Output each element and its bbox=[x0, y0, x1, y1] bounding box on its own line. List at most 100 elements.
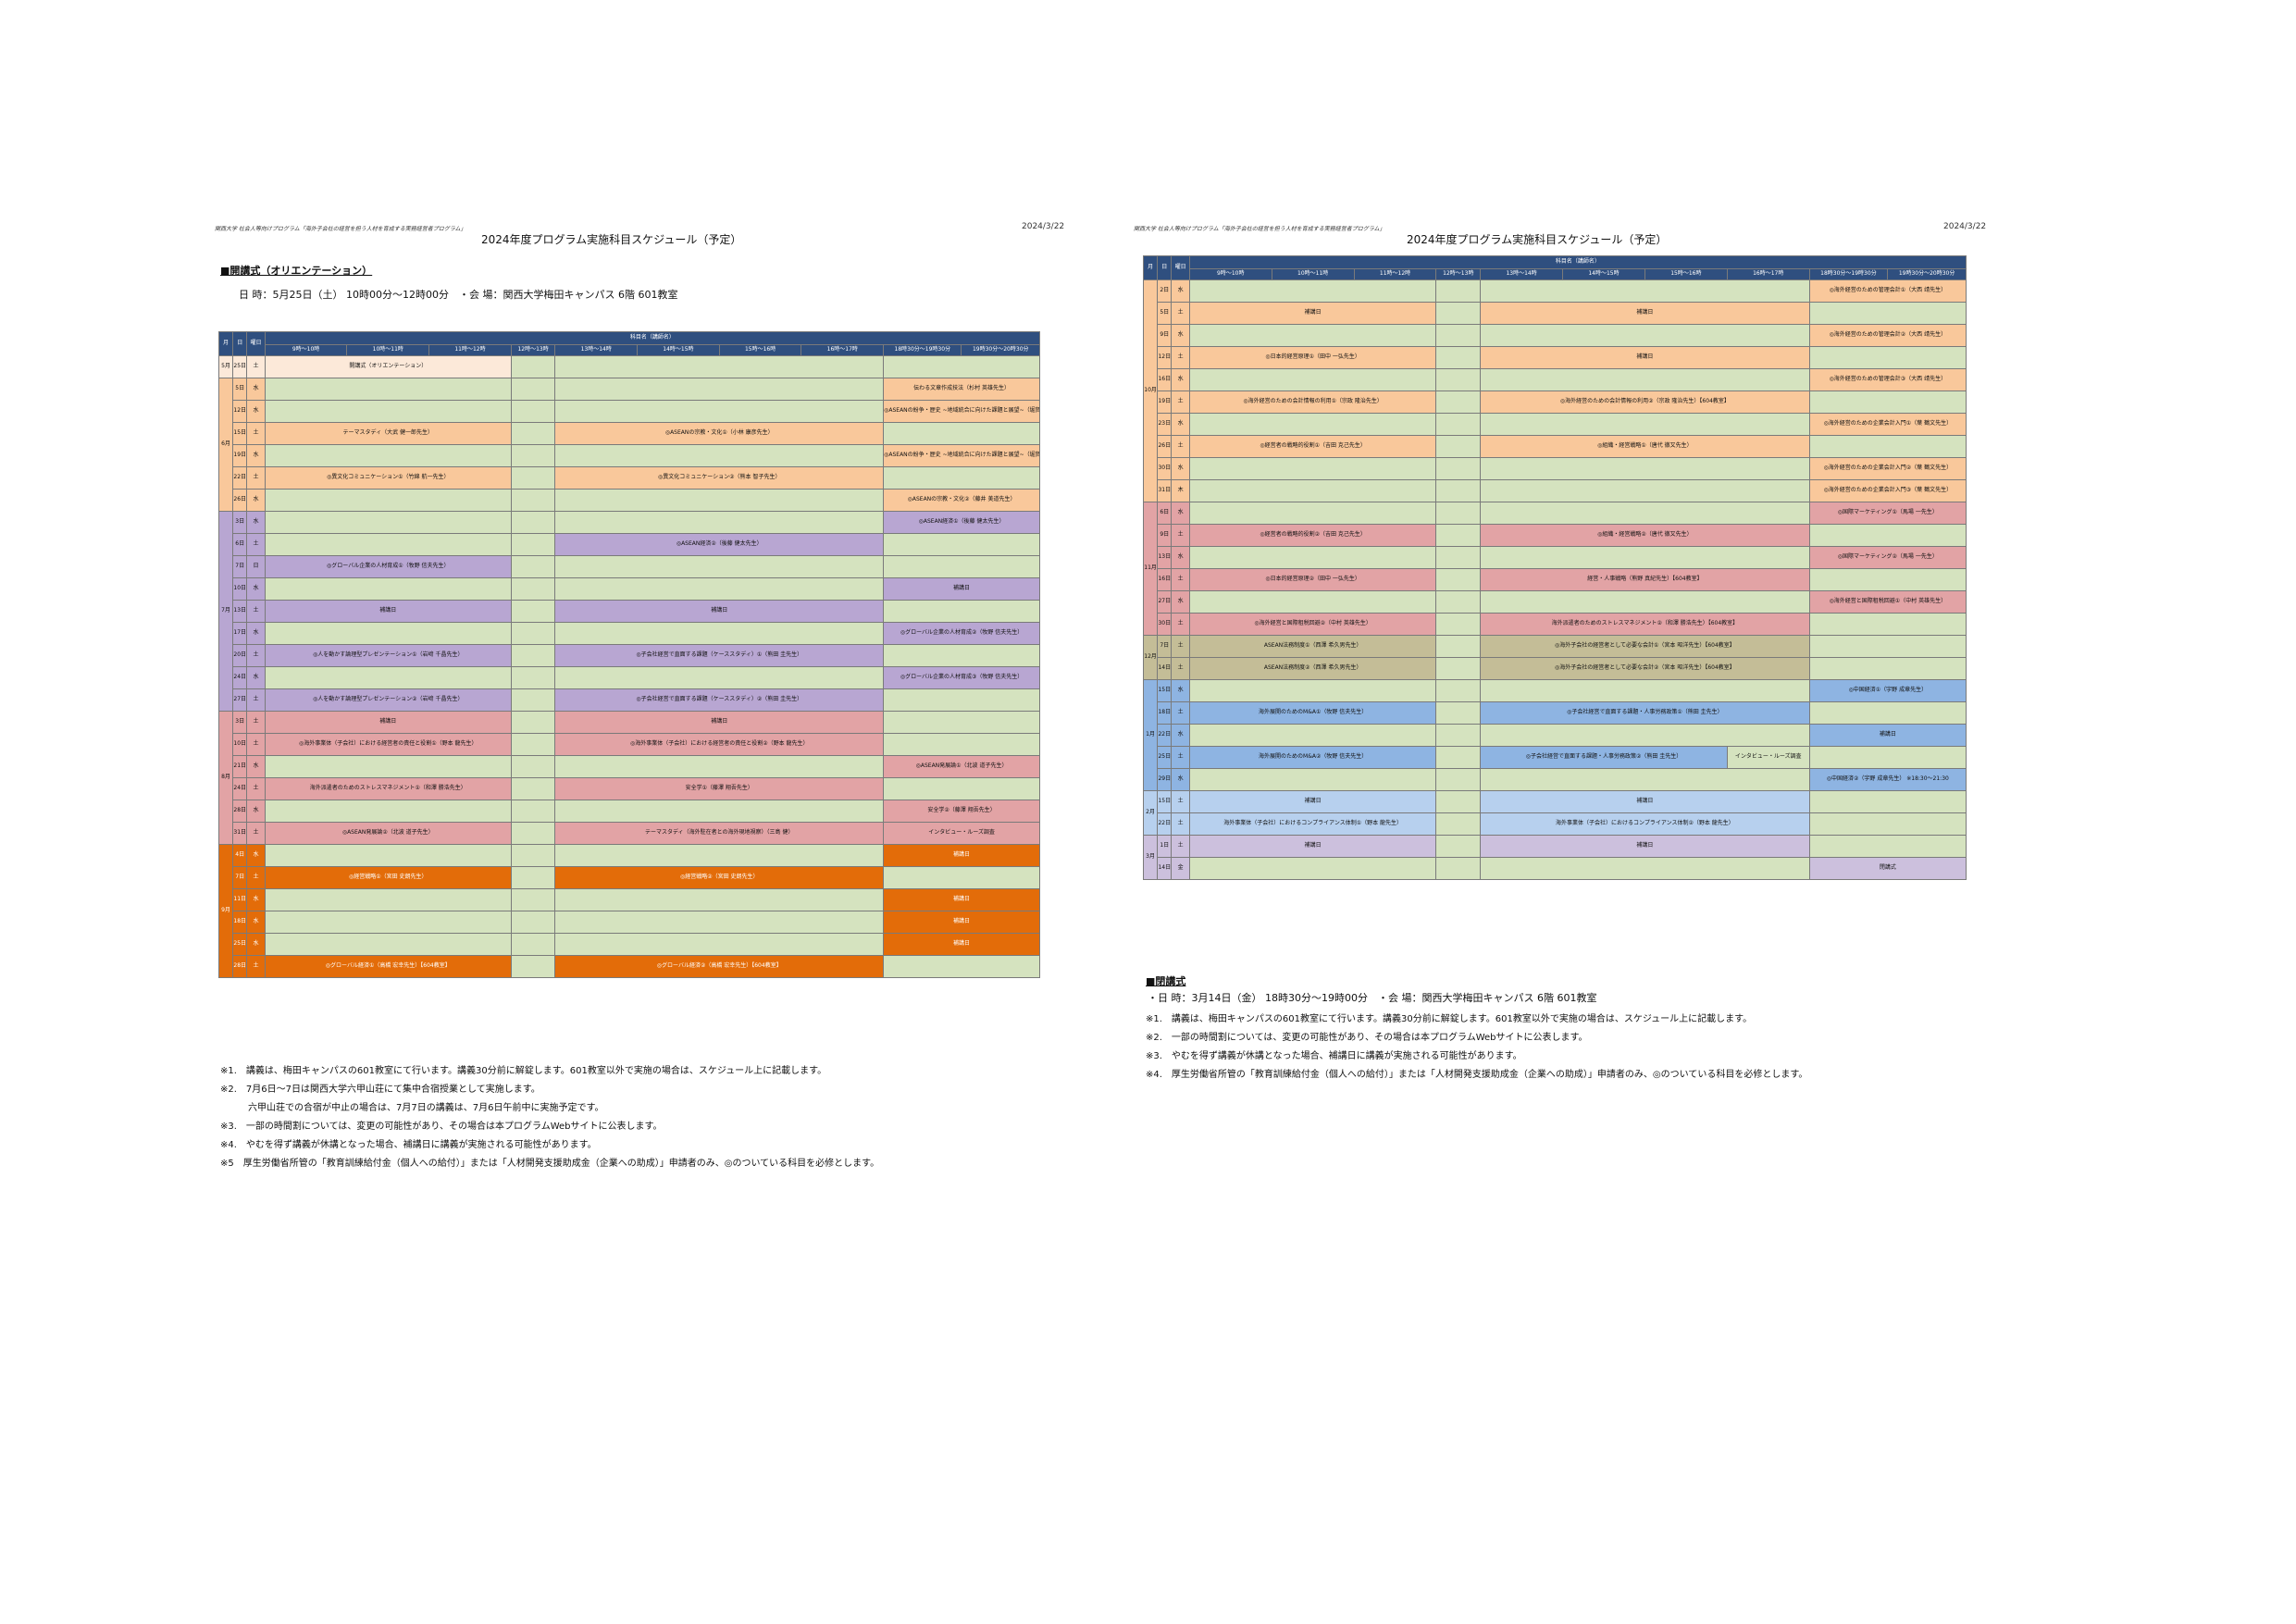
afternoon-session bbox=[1480, 479, 1810, 502]
col-subject: 科目名（講師名） bbox=[1188, 255, 1967, 269]
day-cell: 13日 bbox=[232, 600, 248, 623]
lunch-break bbox=[510, 711, 556, 734]
afternoon-session: ◎グローバル経済②（高橋 宏幸先生）【604教室】 bbox=[554, 955, 885, 978]
dow-cell: 土 bbox=[246, 533, 266, 556]
afternoon-session bbox=[554, 444, 885, 467]
day-cell: 7日 bbox=[232, 866, 248, 889]
day-cell: 20日 bbox=[232, 644, 248, 667]
dow-cell: 水 bbox=[1171, 724, 1190, 747]
day-cell: 23日 bbox=[1157, 413, 1173, 436]
day-cell: 10日 bbox=[232, 577, 248, 601]
afternoon-session: ◎ASEAN経済②（後藤 健太先生） bbox=[554, 533, 885, 556]
dow-cell: 土 bbox=[246, 644, 266, 667]
table-row: 31日木 ◎海外経営のための企業会計入門③（葉 鶴文先生） bbox=[1144, 479, 1967, 502]
evening-session bbox=[883, 533, 1040, 556]
dow-cell: 土 bbox=[246, 733, 266, 756]
dow-cell: 土 bbox=[246, 822, 266, 845]
lunch-break bbox=[1435, 835, 1482, 858]
day-cell: 11日 bbox=[232, 888, 248, 911]
dow-cell: 土 bbox=[246, 600, 266, 623]
dow-cell: 水 bbox=[1171, 590, 1190, 614]
dow-cell: 土 bbox=[1171, 524, 1190, 547]
lunch-break bbox=[510, 466, 556, 490]
day-cell: 18日 bbox=[1157, 701, 1173, 725]
day-cell: 6日 bbox=[1157, 502, 1173, 525]
month-cell: 7月 bbox=[217, 511, 234, 712]
table-row: 14日金 閉講式 bbox=[1144, 857, 1967, 880]
morning-session: 補講日 bbox=[1188, 302, 1437, 325]
day-cell: 28日 bbox=[232, 955, 248, 978]
lunch-break bbox=[1435, 724, 1482, 747]
afternoon-session bbox=[1480, 724, 1810, 747]
slot-header: 13時～14時 bbox=[1480, 268, 1564, 280]
morning-session bbox=[264, 400, 512, 423]
lunch-break bbox=[510, 533, 556, 556]
dow-cell: 土 bbox=[1171, 568, 1190, 591]
day-cell: 6日 bbox=[232, 533, 248, 556]
opening-heading: ■開講式（オリエンテーション） bbox=[220, 265, 373, 277]
evening-session: ◎ASEAN発展論①（北波 道子先生） bbox=[883, 755, 1040, 778]
evening-session bbox=[1808, 701, 1967, 725]
day-cell: 27日 bbox=[232, 688, 248, 712]
evening-session: ◎ASEANの宗教・文化②（藤井 美道先生） bbox=[883, 489, 1040, 512]
slot-header: 14時～15時 bbox=[637, 344, 720, 356]
lunch-break bbox=[510, 422, 556, 445]
evening-session: ◎海外経営のための企業会計入門①（葉 鶴文先生） bbox=[1808, 413, 1967, 436]
table-row: 13日土補講日 補講日 bbox=[219, 600, 1040, 623]
table-row: 15日土テーマスタディ（大武 健一郎先生） ◎ASEANの宗教・文化①（小林 康彦… bbox=[219, 422, 1040, 445]
slot-header: 11時～12時 bbox=[1353, 268, 1437, 280]
dow-cell: 水 bbox=[246, 400, 266, 423]
lunch-break bbox=[1435, 413, 1482, 436]
morning-session: ◎海外事業体（子会社）における経営者の責任と役割①（野本 龍先生） bbox=[264, 733, 512, 756]
dow-cell: 土 bbox=[246, 355, 266, 378]
dow-cell: 日 bbox=[246, 555, 266, 578]
lunch-break bbox=[510, 733, 556, 756]
lunch-break bbox=[1435, 790, 1482, 813]
evening-session bbox=[1808, 524, 1967, 547]
morning-session: 海外事業体（子会社）におけるコンプライアンス体制①（野本 龍先生） bbox=[1188, 812, 1437, 836]
lunch-break bbox=[1435, 590, 1482, 614]
lunch-break bbox=[510, 444, 556, 467]
evening-session bbox=[1808, 812, 1967, 836]
lunch-break bbox=[1435, 302, 1482, 325]
afternoon-session bbox=[554, 622, 885, 645]
morning-session: ◎経営戦略①（宮田 史朗先生） bbox=[264, 866, 512, 889]
note-line: ※5 厚生労働省所管の「教育訓練給付金（個人への給付）」または「人材開発支援助成… bbox=[220, 1159, 880, 1169]
table-row: 19日土 ◎海外経営のための会計情報の利用①（宗政 隆治先生） ◎海外経営のための会… bbox=[1144, 391, 1967, 414]
dow-cell: 水 bbox=[1171, 457, 1190, 480]
evening-session: 閉講式 bbox=[1808, 857, 1967, 880]
day-cell: 15日 bbox=[1157, 790, 1173, 813]
month-cell: 11月 bbox=[1142, 502, 1159, 636]
month-cell: 5月 bbox=[217, 355, 234, 378]
lunch-break bbox=[510, 822, 556, 845]
evening-session: ◎海外経営のための企業会計入門③（葉 鶴文先生） bbox=[1808, 479, 1967, 502]
notes-right: ※1. 講義は、梅田キャンパスの601教室にて行います。講義30分前に解錠します… bbox=[1146, 1010, 1807, 1085]
month-cell: 1月 bbox=[1142, 679, 1159, 791]
dow-cell: 土 bbox=[246, 955, 266, 978]
dow-cell: 土 bbox=[246, 422, 266, 445]
evening-session bbox=[883, 688, 1040, 712]
table-row: 27日土 ◎人を動かす論理型プレゼンテーション②（岩﨑 千晶先生） ◎子会社経営で直… bbox=[219, 688, 1040, 712]
day-cell: 29日 bbox=[1157, 768, 1173, 791]
day-cell: 4日 bbox=[232, 844, 248, 867]
dow-cell: 水 bbox=[246, 577, 266, 601]
evening-session: 補講日 bbox=[1808, 724, 1967, 747]
evening-session bbox=[883, 355, 1040, 378]
schedule-title: 2024年度プログラム実施科目スケジュール（予定） bbox=[481, 233, 742, 246]
day-cell: 15日 bbox=[1157, 679, 1173, 702]
dow-cell: 水 bbox=[246, 511, 266, 534]
dow-cell: 水 bbox=[1171, 279, 1190, 303]
morning-session bbox=[1188, 857, 1437, 880]
doc-date: 2024/3/22 bbox=[1943, 222, 1987, 231]
morning-session: 海外展開のためのM&A②（牧野 信夫先生） bbox=[1188, 746, 1437, 769]
day-cell: 12日 bbox=[232, 400, 248, 423]
evening-session: 補講日 bbox=[883, 577, 1040, 601]
afternoon-session bbox=[554, 844, 885, 867]
month-cell: 10月 bbox=[1142, 279, 1159, 502]
day-cell: 31日 bbox=[1157, 479, 1173, 502]
dow-cell: 土 bbox=[1171, 657, 1190, 680]
afternoon-session: テーマスタディ（海外駐在者との海外現地視察）（三島 健） bbox=[554, 822, 885, 845]
lunch-break bbox=[1435, 613, 1482, 636]
month-cell: 3月 bbox=[1142, 835, 1159, 880]
